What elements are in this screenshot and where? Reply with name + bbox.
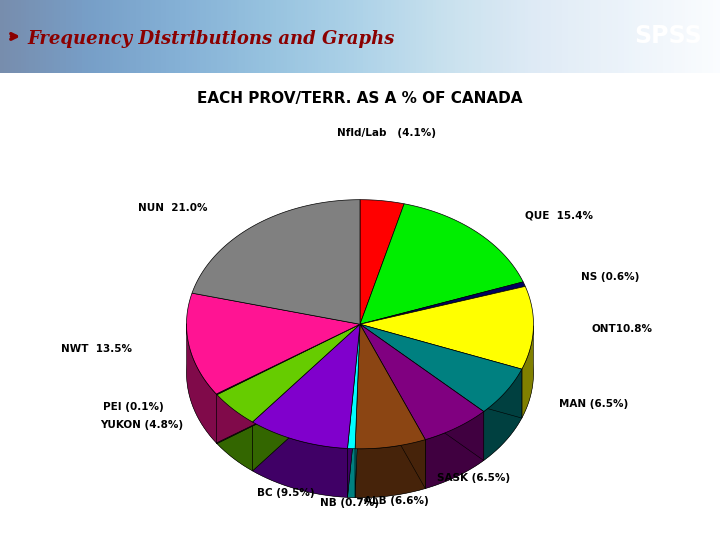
Polygon shape [192, 200, 360, 324]
Text: SASK (6.5%): SASK (6.5%) [437, 473, 510, 483]
Polygon shape [355, 324, 360, 498]
Polygon shape [217, 324, 360, 444]
Text: NUN  21.0%: NUN 21.0% [138, 203, 208, 213]
Polygon shape [348, 449, 355, 498]
Polygon shape [360, 286, 534, 369]
Polygon shape [217, 324, 360, 422]
Polygon shape [522, 326, 534, 418]
Polygon shape [360, 324, 484, 461]
Polygon shape [360, 204, 523, 324]
Polygon shape [253, 324, 360, 471]
Text: ONT10.8%: ONT10.8% [591, 323, 652, 334]
Polygon shape [216, 324, 360, 395]
Polygon shape [360, 324, 426, 489]
Ellipse shape [186, 248, 534, 498]
Text: SPSS: SPSS [634, 24, 702, 49]
Text: MAN (6.5%): MAN (6.5%) [559, 399, 628, 409]
Polygon shape [360, 324, 484, 461]
Polygon shape [360, 324, 522, 418]
Polygon shape [253, 324, 360, 449]
Polygon shape [186, 293, 360, 394]
Polygon shape [217, 395, 253, 471]
Polygon shape [348, 324, 360, 497]
Polygon shape [216, 324, 360, 443]
Polygon shape [360, 200, 404, 324]
Polygon shape [360, 282, 526, 324]
Polygon shape [253, 324, 360, 471]
Text: NWT  13.5%: NWT 13.5% [60, 345, 132, 354]
Polygon shape [355, 324, 360, 498]
Text: NS (0.6%): NS (0.6%) [580, 272, 639, 282]
Text: QUE  15.4%: QUE 15.4% [525, 211, 593, 221]
Polygon shape [360, 324, 522, 418]
Polygon shape [360, 324, 522, 411]
Polygon shape [186, 323, 216, 443]
Polygon shape [348, 324, 360, 497]
Text: PEI (0.1%): PEI (0.1%) [104, 402, 164, 412]
Polygon shape [216, 324, 360, 443]
Text: YUKON (4.8%): YUKON (4.8%) [101, 420, 184, 430]
Polygon shape [217, 324, 360, 444]
Text: EACH PROV/TERR. AS A % OF CANADA: EACH PROV/TERR. AS A % OF CANADA [197, 91, 523, 106]
Polygon shape [426, 411, 484, 489]
Text: Frequency Distributions and Graphs: Frequency Distributions and Graphs [27, 30, 395, 48]
Text: NB (0.7%): NB (0.7%) [320, 498, 379, 508]
Text: BC (9.5%): BC (9.5%) [257, 488, 315, 498]
Text: Nfld/Lab   (4.1%): Nfld/Lab (4.1%) [337, 129, 436, 138]
Polygon shape [355, 324, 426, 449]
Polygon shape [484, 369, 522, 461]
Polygon shape [348, 324, 360, 449]
Polygon shape [253, 422, 348, 497]
Polygon shape [355, 440, 426, 498]
Polygon shape [360, 324, 426, 489]
Polygon shape [360, 324, 484, 440]
Text: ALB (6.6%): ALB (6.6%) [364, 496, 429, 505]
